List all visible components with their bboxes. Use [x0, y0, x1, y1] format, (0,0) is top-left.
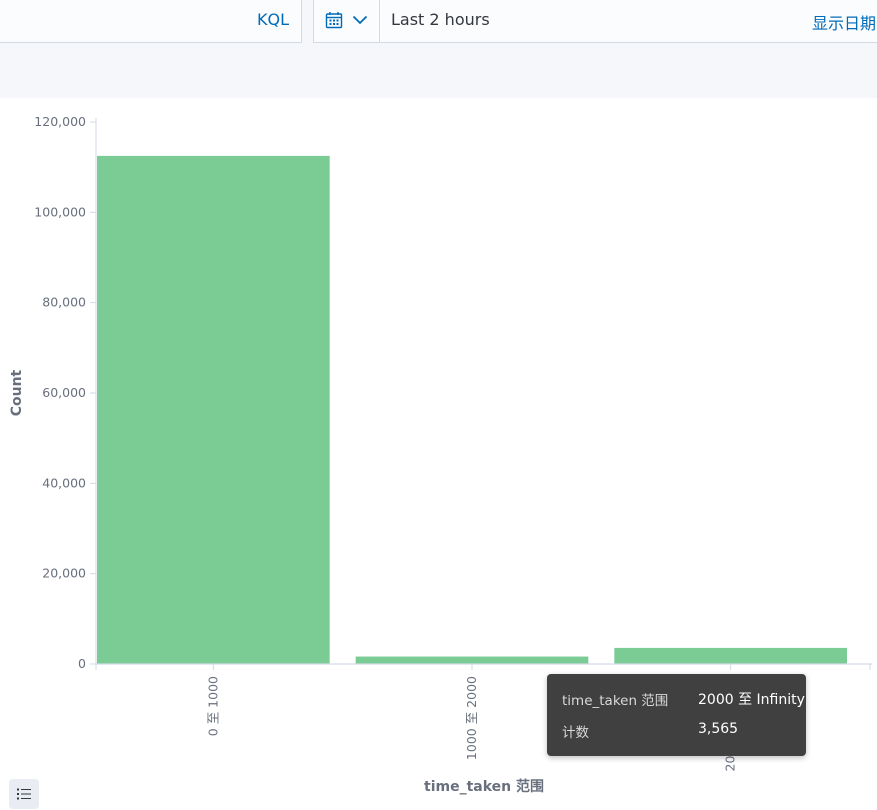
chevron-down-icon [352, 15, 368, 25]
y-tick-label: 100,000 [34, 204, 86, 219]
x-axis-title: time_taken 范围 [424, 778, 544, 795]
quick-select-button[interactable] [314, 0, 380, 42]
tooltip-value: 2000 至 Infinity [698, 692, 805, 708]
legend-toggle-button[interactable] [9, 779, 39, 809]
y-tick-label: 60,000 [42, 385, 86, 400]
date-range-text[interactable]: Last 2 hours [391, 10, 490, 29]
y-axis-title: Count [9, 369, 25, 416]
y-tick-label: 80,000 [42, 295, 86, 310]
bar [614, 647, 847, 664]
y-tick-label: 120,000 [34, 114, 86, 129]
query-input[interactable]: KQL [0, 0, 302, 43]
tooltip-row-count: 计数 3,565 [562, 721, 738, 741]
y-tick-label: 20,000 [42, 566, 86, 581]
chart-tooltip: time_taken 范围 2000 至 Infinity 计数 3,565 [547, 674, 806, 756]
show-dates-button[interactable]: 显示日期 [812, 14, 877, 33]
tooltip-key: 计数 [562, 725, 589, 741]
tooltip-row-range: time_taken 范围 2000 至 Infinity [562, 689, 805, 709]
calendar-icon [325, 12, 343, 29]
tooltip-key: time_taken 范围 [562, 693, 669, 709]
kql-button[interactable]: KQL [257, 10, 289, 29]
date-picker[interactable]: Last 2 hours 显示日期 [313, 0, 877, 43]
bar [355, 656, 589, 664]
bar [97, 155, 330, 664]
tooltip-value: 3,565 [698, 721, 739, 737]
x-tick-label: 0 至 1000 [205, 676, 220, 736]
top-bar: KQL Last 2 hours 显示日期 [0, 0, 877, 98]
y-tick-label: 0 [78, 656, 86, 671]
x-tick-label: 1000 至 2000 [464, 676, 479, 760]
y-tick-label: 40,000 [42, 475, 86, 490]
list-icon [17, 788, 31, 800]
